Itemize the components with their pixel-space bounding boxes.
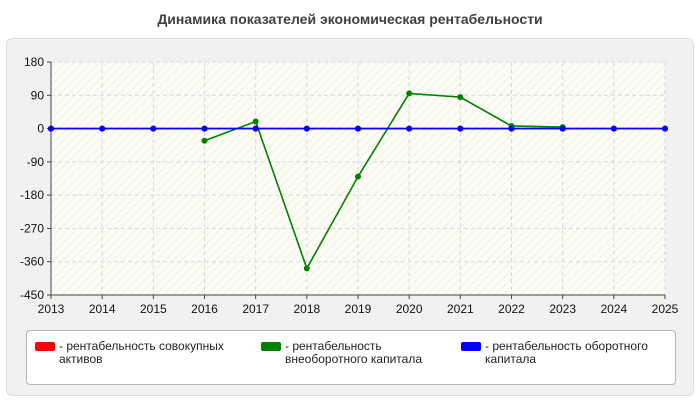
x-tick-label: 2019 xyxy=(345,302,372,316)
x-tick-label: 2024 xyxy=(600,302,627,316)
data-point-noncurrent-capital xyxy=(406,90,413,97)
legend-label-working-capital: - рентабельность оборотного капитала xyxy=(485,339,648,366)
data-point-noncurrent-capital xyxy=(303,265,310,272)
x-tick-label: 2025 xyxy=(652,302,679,316)
data-point-working-capital xyxy=(662,125,668,132)
x-tick-label: 2018 xyxy=(293,302,320,316)
x-tick-label: 2014 xyxy=(89,302,116,316)
y-tick-label: -450 xyxy=(20,288,44,302)
x-tick-label: 2016 xyxy=(191,302,218,316)
data-point-noncurrent-capital xyxy=(457,94,464,101)
data-point-working-capital xyxy=(201,125,208,132)
y-tick-label: 90 xyxy=(31,88,45,102)
data-point-noncurrent-capital xyxy=(252,118,259,125)
legend-label-noncurrent-capital: - рентабельность внеоборотного капитала xyxy=(285,339,422,366)
legend-label-total-assets: - рентабельность совокупных активов xyxy=(59,339,224,366)
x-tick-label: 2023 xyxy=(549,302,576,316)
y-tick-label: -90 xyxy=(27,155,45,169)
x-tick-label: 2015 xyxy=(140,302,167,316)
chart-title: Динамика показателей экономическая рента… xyxy=(157,11,543,27)
legend-swatch-working-capital xyxy=(461,342,481,351)
y-tick-label: -270 xyxy=(20,221,44,235)
data-point-working-capital xyxy=(99,125,106,132)
x-tick-label: 2021 xyxy=(447,302,474,316)
y-tick-label: -180 xyxy=(20,188,44,202)
data-point-working-capital xyxy=(559,125,566,132)
data-point-working-capital xyxy=(150,125,157,132)
series-line-noncurrent-capital xyxy=(204,92,563,271)
x-tick-label: 2020 xyxy=(396,302,423,316)
data-point-working-capital xyxy=(303,125,310,132)
y-tick-label: 0 xyxy=(37,122,44,136)
data-point-noncurrent-capital xyxy=(355,173,361,180)
data-point-working-capital xyxy=(406,125,413,132)
data-point-noncurrent-capital xyxy=(201,137,208,144)
x-tick-label: 2017 xyxy=(242,302,269,316)
data-point-working-capital xyxy=(457,125,464,132)
x-tick-label: 2013 xyxy=(38,302,65,316)
legend-swatch-total-assets xyxy=(35,342,55,351)
legend: - рентабельность совокупных активов - ре… xyxy=(26,330,676,385)
legend-swatch-noncurrent-capital xyxy=(261,342,281,351)
y-tick-label: -360 xyxy=(20,255,44,269)
data-point-working-capital xyxy=(355,125,361,132)
data-point-working-capital xyxy=(508,125,515,132)
data-point-working-capital xyxy=(252,125,259,132)
data-point-working-capital xyxy=(610,125,617,132)
data-point-working-capital xyxy=(48,125,54,132)
y-tick-label: 180 xyxy=(24,55,44,69)
x-tick-label: 2022 xyxy=(498,302,525,316)
